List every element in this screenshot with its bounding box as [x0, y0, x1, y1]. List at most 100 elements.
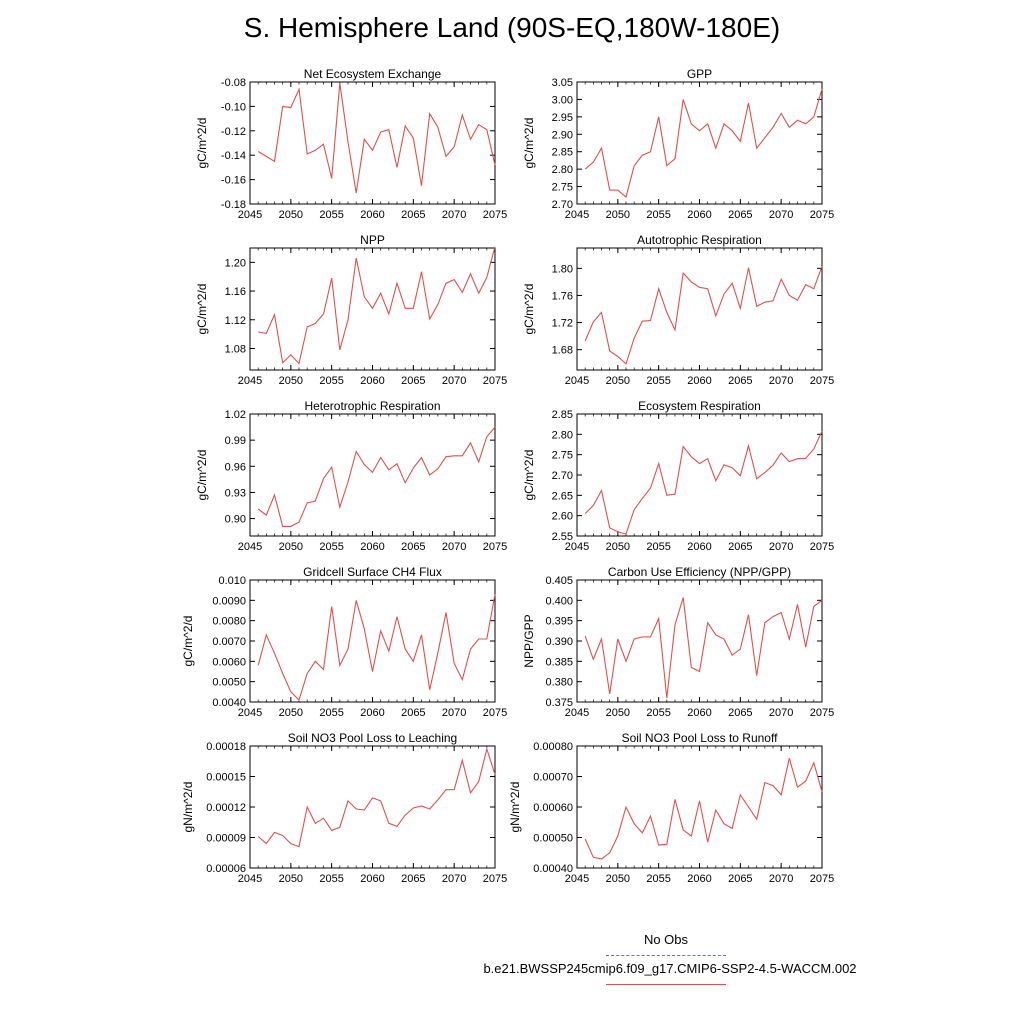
- legend-obs-label: No Obs: [643, 932, 689, 947]
- x-tick-label: 2050: [279, 541, 303, 553]
- x-tick-label: 2070: [769, 375, 793, 387]
- y-tick-label: 0.0070: [212, 636, 246, 648]
- chart-title: Soil NO3 Pool Loss to Runoff: [622, 731, 779, 745]
- x-tick-label: 2055: [646, 707, 670, 719]
- x-tick-label: 2055: [646, 209, 670, 221]
- x-tick-label: 2065: [728, 707, 752, 719]
- x-tick-label: 2050: [606, 209, 630, 221]
- x-tick-label: 2055: [646, 541, 670, 553]
- x-tick-label: 2065: [401, 707, 425, 719]
- x-tick-label: 2050: [279, 209, 303, 221]
- chart-title: Net Ecosystem Exchange: [304, 67, 442, 81]
- series-line: [584, 430, 823, 535]
- x-tick-label: 2060: [360, 375, 384, 387]
- y-tick-label: 2.85: [552, 409, 573, 421]
- x-tick-label: 2065: [728, 541, 752, 553]
- chart-grid: Net Ecosystem Exchange 2045 2050 2055 2060 20…: [181, 67, 834, 885]
- y-tick-label: 3.05: [552, 77, 573, 89]
- x-tick-label: 2045: [238, 541, 262, 553]
- y-tick-label: 1.20: [225, 257, 246, 269]
- plot-frame: [249, 413, 496, 537]
- y-tick-label: 0.0080: [212, 616, 246, 628]
- plot-frame: [249, 81, 496, 205]
- x-tick-label: 2060: [687, 209, 711, 221]
- y-tick-label: 0.385: [545, 656, 573, 668]
- series-line: [584, 758, 823, 860]
- y-axis-label: gC/m^2/d: [522, 118, 536, 169]
- series-line: [257, 426, 496, 527]
- y-tick-label: 0.0090: [212, 595, 246, 607]
- chart-title: Autotrophic Respiration: [637, 233, 762, 247]
- y-tick-label: 2.65: [552, 490, 573, 502]
- y-tick-label: 0.00040: [533, 863, 573, 875]
- y-tick-label: 0.96: [225, 461, 246, 473]
- y-axis-label: gC/m^2/d: [522, 450, 536, 501]
- x-tick-label: 2070: [769, 541, 793, 553]
- y-tick-label: 2.60: [552, 511, 573, 523]
- x-tick-label: 2060: [360, 209, 384, 221]
- y-tick-label: 0.00006: [206, 863, 246, 875]
- plot-frame: [576, 247, 823, 371]
- y-tick-label: 0.010: [218, 575, 246, 587]
- y-axis-label: gC/m^2/d: [522, 284, 536, 335]
- y-tick-label: 0.405: [545, 575, 573, 587]
- x-tick-label: 2065: [401, 209, 425, 221]
- y-tick-label: 2.55: [552, 531, 573, 543]
- legend-model-line: [606, 984, 726, 985]
- x-tick-label: 2070: [769, 707, 793, 719]
- y-tick-label: 0.00015: [206, 772, 246, 784]
- y-tick-label: 0.0040: [212, 697, 246, 709]
- x-tick-label: 2065: [401, 541, 425, 553]
- y-tick-label: 0.390: [545, 636, 573, 648]
- plot-frame: [576, 745, 823, 869]
- y-tick-label: 1.02: [225, 409, 246, 421]
- y-tick-label: 1.12: [225, 315, 246, 327]
- x-tick-label: 2045: [565, 541, 589, 553]
- y-axis-label: gC/m^2/d: [181, 616, 195, 667]
- chart-panel: Autotrophic Respiration 2045 2050 2055 2060 2…: [522, 233, 834, 387]
- x-tick-label: 2070: [442, 707, 466, 719]
- x-tick-label: 2045: [565, 375, 589, 387]
- series-line: [584, 597, 823, 698]
- x-tick-label: 2070: [769, 209, 793, 221]
- chart-title: Ecosystem Respiration: [638, 399, 761, 413]
- y-tick-label: -0.08: [221, 77, 246, 89]
- series-line: [258, 246, 496, 365]
- x-tick-label: 2045: [565, 873, 589, 885]
- x-tick-label: 2075: [483, 209, 507, 221]
- x-tick-label: 2065: [401, 873, 425, 885]
- y-tick-label: 2.70: [552, 199, 573, 211]
- series-line: [584, 266, 823, 365]
- x-tick-label: 2050: [279, 873, 303, 885]
- x-tick-label: 2065: [728, 873, 752, 885]
- chart-panel: Soil NO3 Pool Loss to Runoff 2045 2050 2055…: [508, 731, 834, 885]
- y-tick-label: 2.95: [552, 112, 573, 124]
- y-tick-label: 0.00070: [533, 772, 573, 784]
- chart-panel: GPP 2045 2050 2055 2060 2065 2070 2075 2.70 2.75 2…: [522, 67, 834, 221]
- chart-panel: Carbon Use Efficiency (NPP/GPP) 2045 2050 2…: [522, 565, 834, 719]
- y-tick-label: 0.93: [225, 487, 246, 499]
- x-tick-label: 2055: [319, 541, 343, 553]
- x-tick-label: 2070: [442, 873, 466, 885]
- chart-panel: Soil NO3 Pool Loss to Leaching 2045 2050 20…: [181, 731, 507, 885]
- y-tick-label: 0.00060: [533, 802, 573, 814]
- chart-panel: Gridcell Surface CH4 Flux 2045 2050 2055 206…: [181, 565, 507, 719]
- x-tick-label: 2075: [483, 873, 507, 885]
- x-tick-label: 2055: [319, 209, 343, 221]
- y-tick-label: 0.00080: [533, 741, 573, 753]
- y-tick-label: 2.80: [552, 429, 573, 441]
- plot-frame: [576, 413, 823, 537]
- x-tick-label: 2050: [606, 707, 630, 719]
- x-tick-label: 2065: [728, 209, 752, 221]
- chart-title: GPP: [687, 67, 712, 81]
- y-tick-label: 2.85: [552, 147, 573, 159]
- plot-frame: [576, 579, 823, 703]
- series-line: [257, 746, 496, 848]
- y-axis-label: gC/m^2/d: [195, 118, 209, 169]
- y-axis-label: gC/m^2/d: [195, 284, 209, 335]
- x-tick-label: 2075: [483, 375, 507, 387]
- chart-panel: NPP 2045 2050 2055 2060 2065 2070 2075 1.08 1.12 1…: [195, 233, 507, 387]
- chart-panel: Ecosystem Respiration 2045 2050 2055 2060 206…: [522, 399, 834, 553]
- series-line: [257, 83, 496, 194]
- x-tick-label: 2075: [810, 707, 834, 719]
